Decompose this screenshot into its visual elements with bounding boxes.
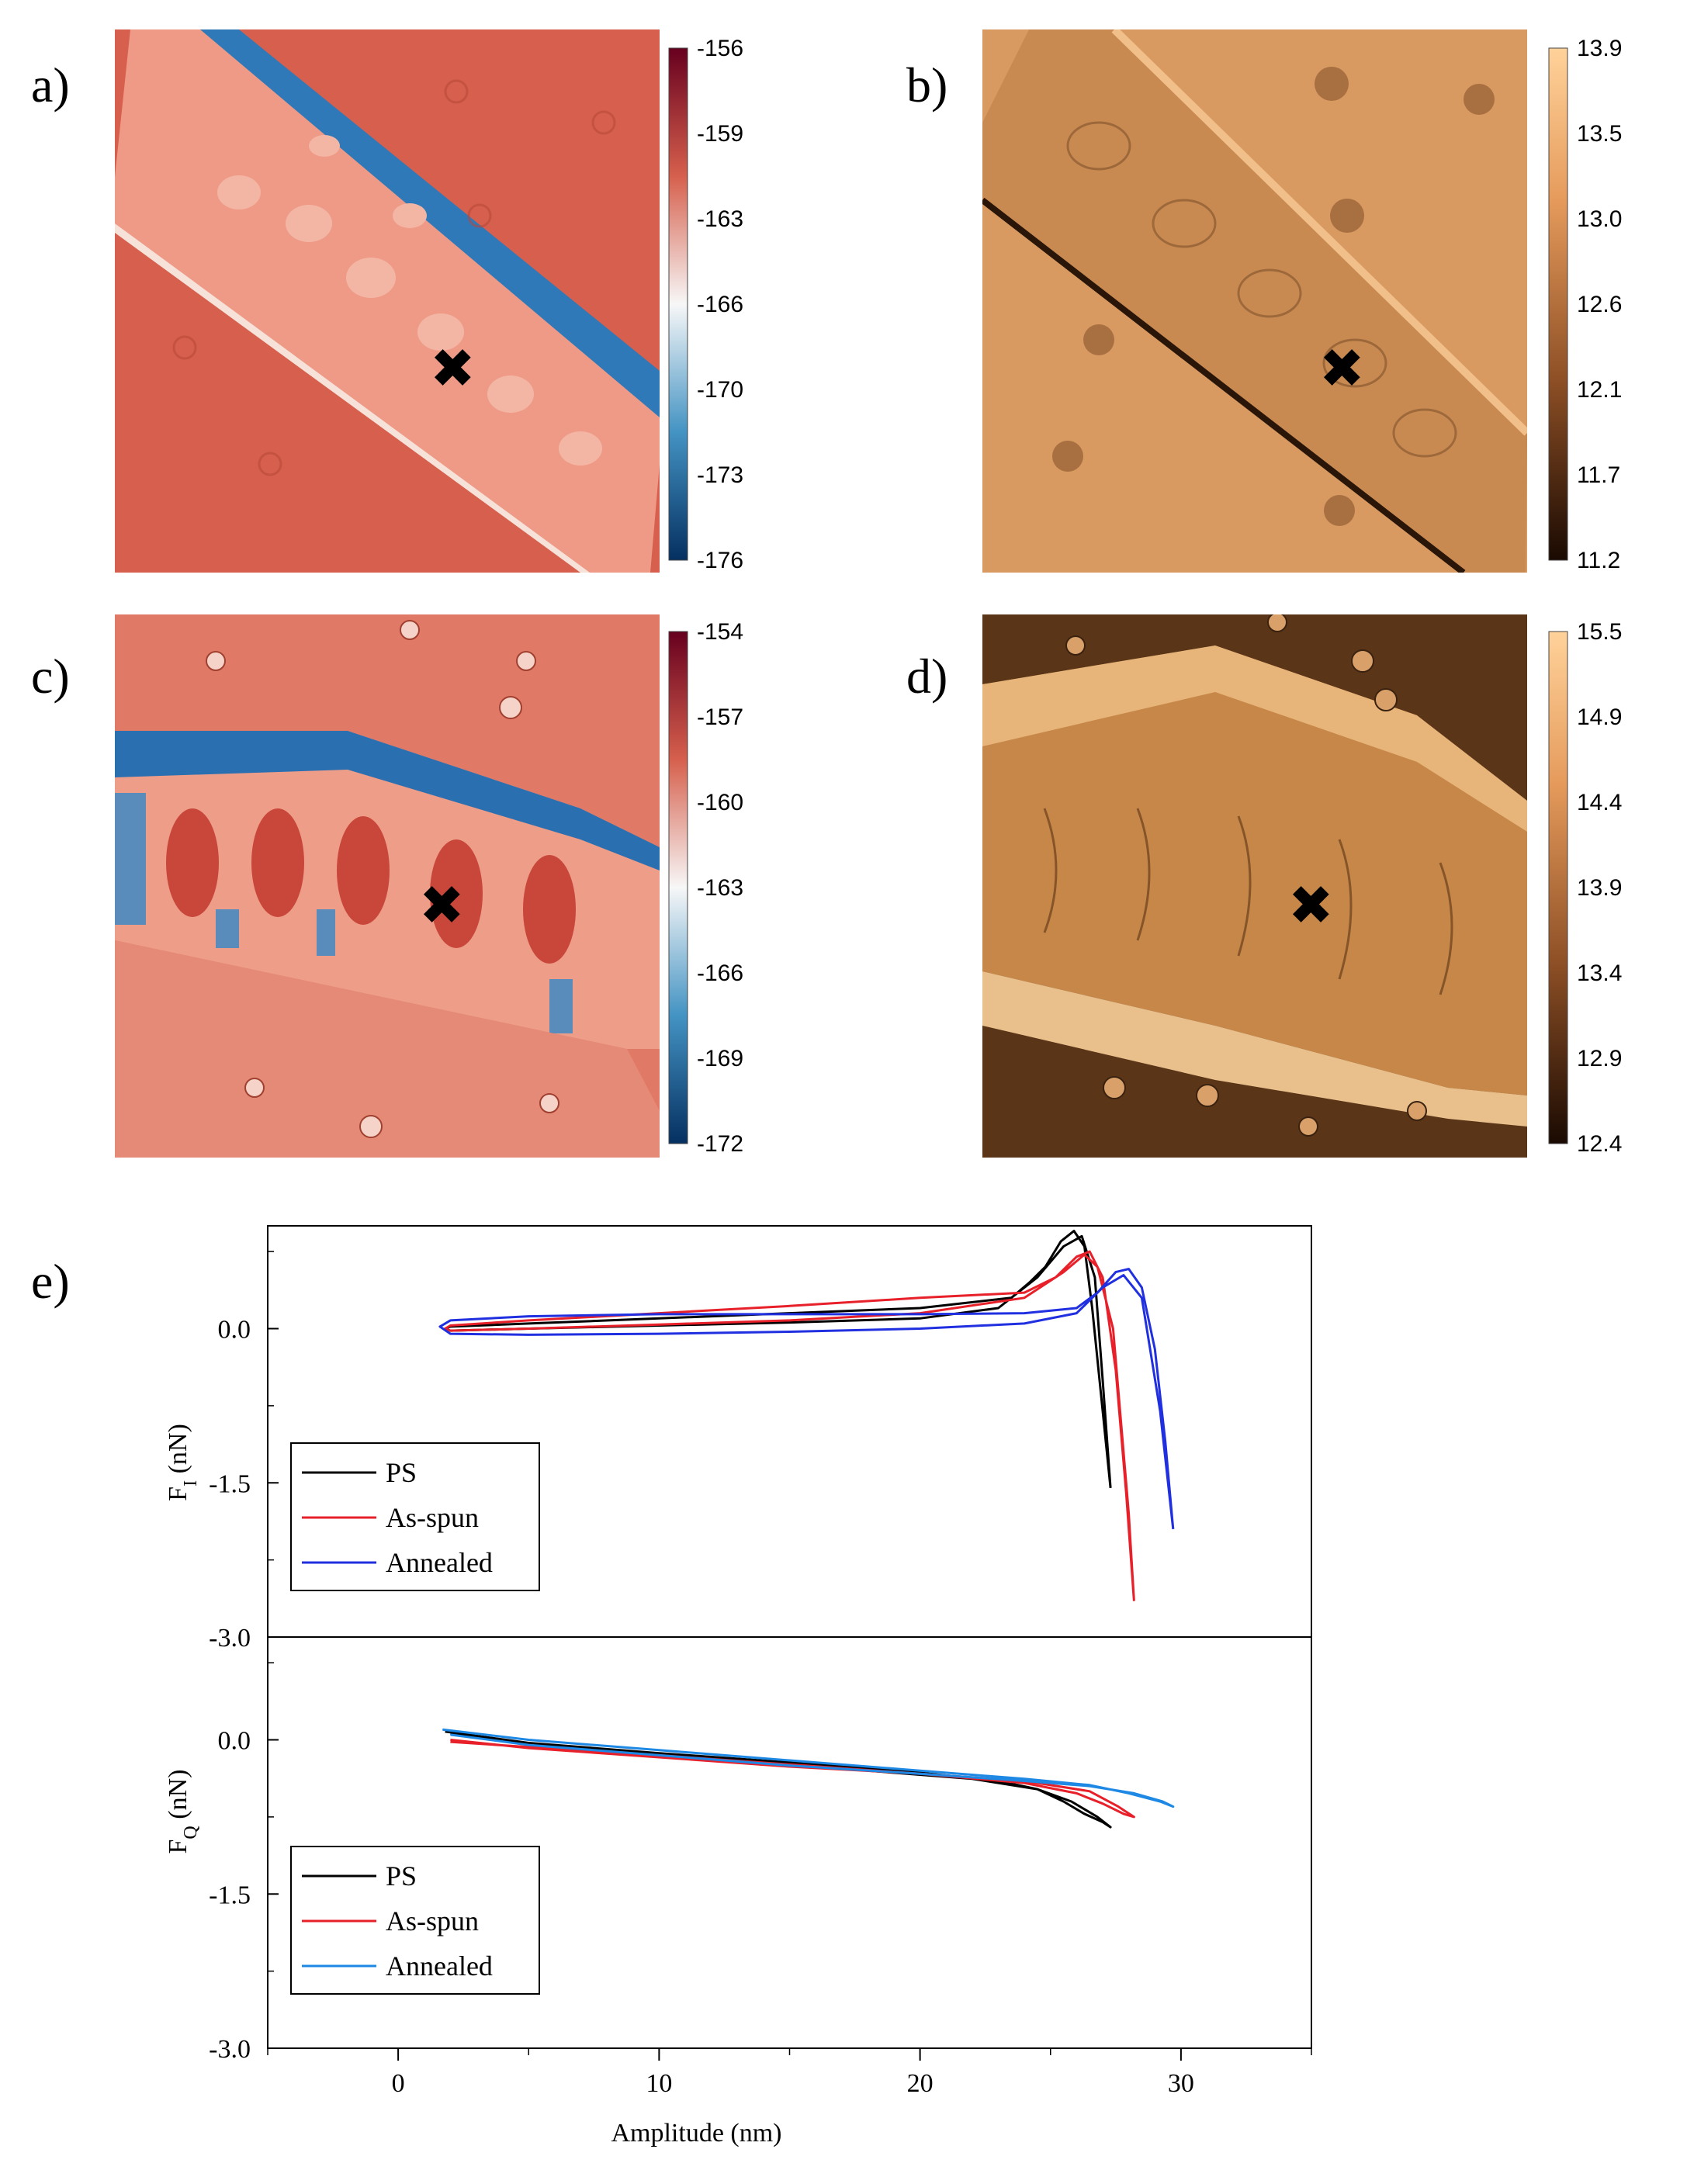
marker-c: ✖ [419,874,465,937]
y-tick-label: 0.0 [218,1727,251,1756]
panel-label-e: e) [31,1254,70,1309]
legend-label: Annealed [386,1950,493,1982]
colorbar-a-tick: -170 [697,377,744,403]
colorbar-d-tick: 14.9 [1577,704,1623,730]
colorbar-d-tick: 12.4 [1577,1131,1623,1157]
y-tick-label: -3.0 [209,1624,251,1653]
colorbar-c-tick: -154 [697,619,744,645]
panel-label-c: c) [31,649,70,704]
colorbar-d: 15.5 14.9 14.4 13.9 13.4 12.9 12.4 [1548,619,1658,1157]
colorbar-b-tick: 12.1 [1577,377,1623,403]
legend-label: As-spun [386,1905,479,1937]
force-amplitude-chart: 0.0 -1.5 -3.0 FI (nN) PS As-spun Annealed 0.0 -1… [0,1210,1687,2180]
colorbar-c-tick: -160 [697,790,744,815]
colorbar-a-tick: -173 [697,462,744,488]
y-tick-label: -3.0 [209,2035,251,2064]
legend-label: Annealed [386,1547,493,1578]
x-axis-label: Amplitude (nm) [611,2119,781,2148]
colorbar-b: 13.9 13.5 13.0 12.6 12.1 11.7 11.2 [1548,36,1658,573]
y-axis-label: FI (nN) [164,1424,201,1501]
colorbar-a-tick: -163 [697,206,744,232]
colorbar-d-tick: 14.4 [1577,790,1623,815]
series-line-annealed [438,1268,1175,1530]
x-tick-label: 30 [1168,2069,1194,2098]
colorbar-a-tick: -176 [697,548,744,573]
colorbar-d-tick: 13.9 [1577,875,1623,901]
marker-b: ✖ [1319,337,1365,400]
colorbar-b-tick: 12.6 [1577,292,1623,317]
legend-label: PS [386,1457,417,1488]
legend-label: As-spun [386,1502,479,1533]
x-tick-label: 10 [646,2069,672,2098]
colorbar-a-tick: -159 [697,121,744,147]
amplitude-map-d [982,614,1527,1158]
phase-map-a [115,29,660,573]
colorbar-d-tick: 13.4 [1577,960,1623,986]
y-tick-label: -1.5 [209,1469,251,1498]
panel-label-a: a) [31,57,70,112]
y-axis-label: FQ (nN) [164,1770,201,1854]
colorbar-a-tick: -166 [697,292,744,317]
y-tick-label: 0.0 [218,1316,251,1345]
force-amplitude-chart-svg: 0.0 -1.5 -3.0 FI (nN) PS As-spun Annealed 0.0 -1… [164,1225,1312,2148]
panel-label-b: b) [906,57,948,112]
colorbar-b-tick: 11.7 [1577,462,1621,488]
colorbar-d-tick: 15.5 [1577,619,1623,645]
legend-label: PS [386,1860,417,1892]
colorbar-a: -156 -159 -163 -166 -170 -173 -176 [668,36,778,573]
colorbar-d-tick: 12.9 [1577,1046,1623,1071]
colorbar-b-tick: 11.2 [1577,548,1621,573]
colorbar-c: -154 -157 -160 -163 -166 -169 -172 [668,619,778,1157]
colorbar-c-tick: -166 [697,960,744,986]
series-line-ps [444,1230,1112,1489]
series-line-as-spun [444,1250,1135,1601]
colorbar-a-tick: -156 [697,36,744,61]
x-tick-label: 20 [907,2069,934,2098]
marker-d: ✖ [1288,874,1334,937]
series-line-annealed [442,1728,1175,1808]
colorbar-c-tick: -169 [697,1046,744,1071]
colorbar-c-tick: -172 [697,1131,744,1157]
colorbar-c-tick: -163 [697,875,744,901]
colorbar-b-tick: 13.0 [1577,206,1623,232]
amplitude-map-b [982,29,1527,573]
panel-label-d: d) [906,649,948,704]
phase-map-c [115,614,660,1158]
y-tick-label: -1.5 [209,1881,251,1909]
marker-a: ✖ [430,337,476,400]
colorbar-b-tick: 13.9 [1577,36,1623,61]
colorbar-c-tick: -157 [697,704,744,730]
colorbar-b-tick: 13.5 [1577,121,1623,147]
x-tick-label: 0 [392,2069,405,2098]
